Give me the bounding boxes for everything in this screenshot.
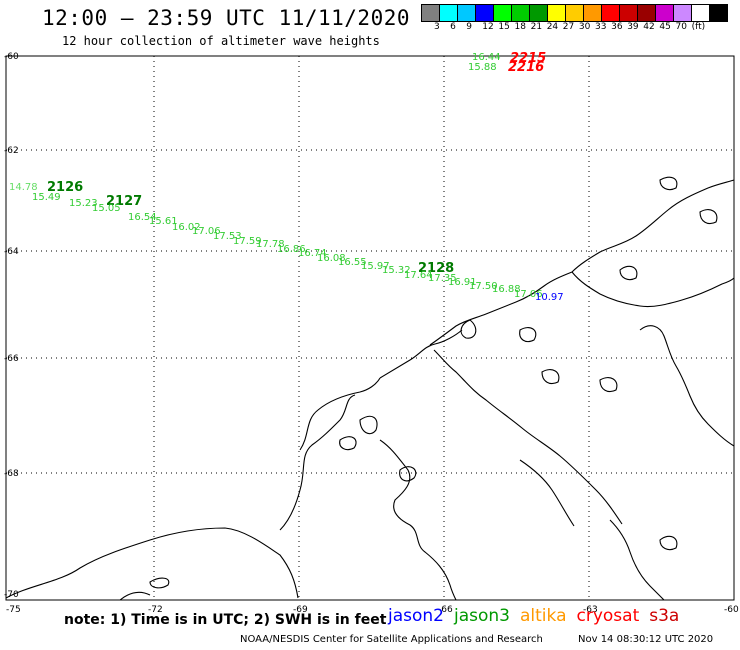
latitude-label: -60 [4,52,19,62]
wave-height-reading: 17.06 [192,226,221,237]
longitude-label: -60 [724,605,739,615]
colorbar-label: 24 [546,22,559,32]
wave-height-reading: 16.88 [492,284,521,295]
wave-height-reading: 16.91 [448,277,477,288]
wave-height-reading: 16.44 [472,52,501,63]
wave-height-reading: 17.78 [256,239,285,250]
legend-item: cryosat [576,606,640,626]
wave-height-reading: 17.59 [233,236,262,247]
map-subtitle: 12 hour collection of altimeter wave hei… [62,34,380,48]
latitude-label: -68 [4,469,19,479]
wave-height-reading: 17.53 [213,231,242,242]
note-text: note: 1) Time is in UTC; 2) SWH is in fe… [64,612,387,628]
colorbar-label: 18 [514,22,526,32]
latitude-label: -62 [4,146,19,156]
colorbar-cell [709,4,728,22]
coastline [5,176,735,601]
wave-height-reading: 15.61 [149,216,178,227]
wave-height-reading: 15.05 [92,203,121,214]
longitude-label: -66 [438,605,453,615]
wave-height-reading: 17.50 [469,281,498,292]
wave-height-reading: 16.54 [128,212,157,223]
wave-height-reading: 17.35 [428,273,457,284]
colorbar-label: 15 [498,22,510,32]
credit-timestamp: Nov 14 08:30:12 UTC 2020 [578,634,714,645]
colorbar-label: 12 [482,22,494,32]
longitude-label: -63 [583,605,598,615]
legend-item: s3a [649,606,680,626]
colorbar-label: 21 [530,22,543,32]
colorbar-label: 33 [595,22,607,32]
colorbar-labels: 3 6 9 12 15 18 21 24 27 30 33 36 39 42 45 70 (ft) [422,22,740,36]
graticule [6,56,734,600]
colorbar-label: 70 [675,22,687,32]
wave-height-reading: 15.23 [69,198,98,209]
colorbar-label: (ft) [691,22,706,32]
colorbar-label: 42 [643,22,655,32]
wave-height-reading: 17.64 [404,270,433,281]
pass-id-label: 2126 [47,180,83,195]
colorbar-label: 9 [466,22,472,32]
colorbar-label: 6 [450,22,456,32]
wave-height-reading: 15.97 [361,261,390,272]
wave-height-reading: 10.97 [535,292,564,303]
wave-height-reading: 16.55 [338,257,367,268]
latitude-label: -66 [4,354,19,364]
pass-id-label: 2127 [106,194,142,209]
wave-height-colorbar [421,4,728,22]
wave-height-reading: 15.88 [468,62,497,73]
wave-height-reading: 17.06 [514,289,543,300]
colorbar-label: 30 [578,22,591,32]
colorbar-label: 39 [627,22,639,32]
latitude-label: -64 [4,247,19,257]
wave-height-reading: 16.02 [172,222,201,233]
legend-item: jason2 [388,606,444,626]
credit-text: NOAA/NESDIS Center for Satellite Applica… [240,634,543,645]
wave-height-reading: 16.08 [317,253,346,264]
longitude-label: -72 [148,605,163,615]
legend-item: altika [520,606,567,626]
wave-readings: 14.7815.4915.2315.0516.5415.6116.0217.06… [9,52,564,303]
map-title: 12:00 — 23:59 UTC 11/11/2020 [42,6,411,30]
colorbar-label: 3 [434,22,440,32]
wave-height-reading: 16.86 [277,244,306,255]
wave-height-reading: 15.49 [32,192,61,203]
colorbar-label: 45 [659,22,671,32]
axis-labels: -60-62-64-66-68-70-75 -72 -69 -66 -63 -60 [4,52,739,615]
colorbar-label: 27 [562,22,575,32]
legend-item: jason3 [454,606,510,626]
pass-id-label: 2215 [510,51,546,66]
satellite-legend: jason2 jason3 altika cryosat s3a [388,606,679,626]
pass-id-label: 2216 [508,60,544,75]
wave-height-reading: 16.74 [298,248,327,259]
longitude-label: -69 [293,605,308,615]
pass-id-label: 2128 [418,261,454,276]
wave-height-reading: 15.32 [382,265,411,276]
map-frame [5,55,735,601]
longitude-label: -75 [6,605,21,615]
wave-height-reading: 14.78 [9,182,38,193]
colorbar-label: 36 [611,22,623,32]
